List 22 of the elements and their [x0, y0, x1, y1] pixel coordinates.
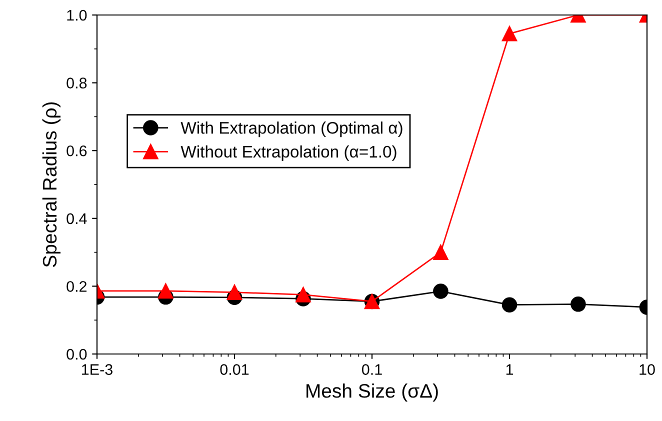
y-tick-label: 0.6	[66, 145, 87, 156]
y-tick-label: 0.8	[66, 78, 87, 88]
point	[226, 284, 242, 300]
point	[158, 283, 174, 299]
x-axis-title: Mesh Size (σΔ)	[306, 384, 438, 402]
x-tick-label: 10	[640, 364, 655, 375]
point	[570, 296, 586, 312]
y-tick-label: 1.0	[67, 10, 87, 21]
point	[433, 244, 448, 260]
y-tick-label: 0.4	[66, 213, 87, 224]
point	[433, 284, 448, 299]
x-tick-label: 1	[506, 364, 514, 375]
x-tick-label: 1E-3	[82, 364, 112, 375]
y-tick-label: 0.0	[66, 348, 87, 360]
x-tick-label: 0.01	[220, 364, 249, 375]
point	[502, 297, 518, 312]
x-tick-label: 0.1	[362, 364, 382, 375]
point	[296, 287, 311, 302]
y-tick-label: 0.2	[66, 281, 87, 292]
legend-label: With Extrapolation (Optimal α)	[180, 122, 402, 138]
legend-label: Without Extrapolation (α=1.0)	[180, 145, 396, 161]
y-axis-title: Spectral Radius (ρ)	[42, 102, 60, 267]
